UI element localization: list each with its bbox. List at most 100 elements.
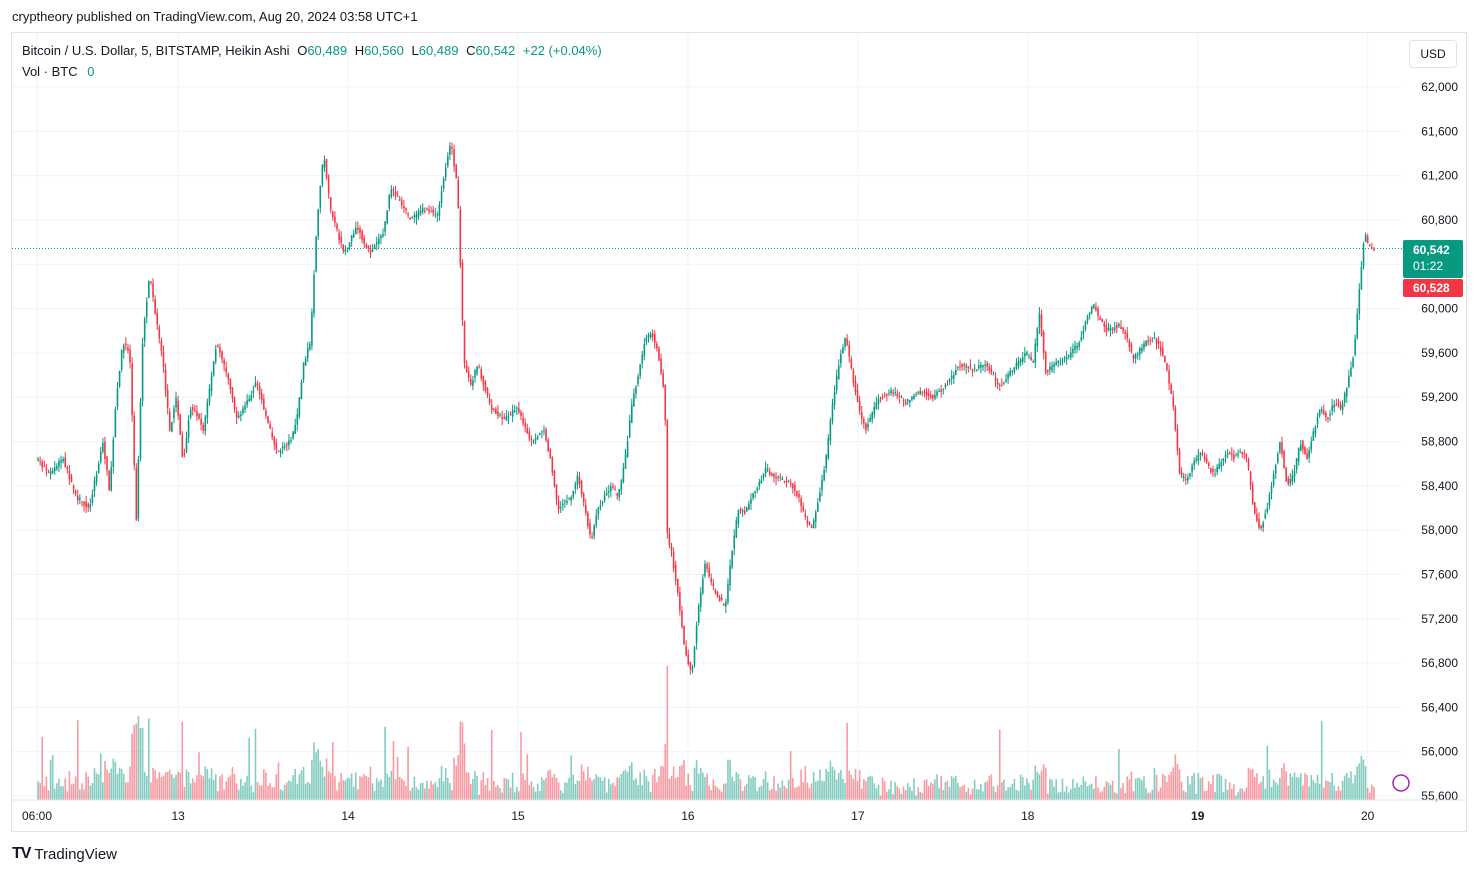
volume-bar (1368, 792, 1371, 800)
candle-body (1210, 467, 1212, 473)
candle-body (536, 436, 539, 439)
candle-body (798, 493, 800, 498)
candle-body (1153, 337, 1156, 339)
volume-bar (1155, 774, 1158, 800)
candle-body (480, 369, 483, 379)
footer-brand[interactable]: TV TradingView (12, 845, 117, 863)
volume-bar (70, 784, 73, 800)
candle-body (660, 358, 662, 374)
candle-body (484, 381, 487, 391)
candle-body (1270, 485, 1273, 494)
candle-body (233, 397, 236, 409)
candle-body (1134, 354, 1137, 359)
volume-bar (783, 785, 786, 800)
currency-button[interactable]: USD (1409, 40, 1457, 68)
volume-bar (1233, 784, 1235, 800)
volume-bar (1040, 770, 1043, 800)
volume-bar (511, 772, 514, 800)
candle-body (1113, 327, 1116, 330)
volume-bar (380, 779, 382, 800)
candle-body (145, 301, 148, 318)
candle-body (248, 398, 250, 402)
candle-body (1345, 388, 1348, 397)
volume-bar (764, 771, 767, 800)
candle-body (110, 467, 113, 491)
candle-body (509, 414, 512, 416)
volume-bar (206, 769, 209, 800)
time-axis[interactable]: 06:00 13 14 15 16 17 18 19 20 (12, 799, 1467, 823)
candle-body (219, 347, 221, 353)
candle-body (582, 493, 585, 503)
volume-bar (973, 779, 976, 800)
volume-bar (1348, 777, 1350, 800)
candle-body (637, 376, 639, 385)
candle-body (1084, 321, 1087, 330)
volume-bar (566, 782, 568, 800)
candle-body (666, 420, 669, 533)
volume-bar (369, 766, 372, 800)
candle-body (265, 410, 267, 416)
candle-body (382, 233, 384, 237)
candle-body (1203, 456, 1206, 461)
candle-body (672, 551, 675, 569)
candle-body (994, 378, 997, 381)
volume-bar (200, 774, 202, 800)
candle-body (432, 209, 434, 214)
candle-body (1099, 317, 1101, 320)
candle-body (294, 424, 296, 434)
candle-body (482, 375, 485, 385)
scroll-indicator-icon[interactable] (1392, 774, 1410, 792)
candle-body (503, 417, 506, 419)
candle-body (1212, 468, 1214, 472)
candle-body (208, 388, 211, 403)
volume-bar (1061, 778, 1064, 800)
candle-body (319, 186, 322, 208)
volume-bar (1099, 792, 1101, 800)
volume-bar (415, 786, 418, 800)
volume-bar (62, 786, 64, 800)
volume-bar (1030, 789, 1032, 800)
symbol-title[interactable]: Bitcoin / U.S. Dollar, 5, BITSTAMP, Heik… (22, 43, 290, 58)
volume-bar (825, 768, 828, 800)
candle-body (685, 646, 687, 656)
candle-body (984, 364, 986, 366)
volume-bar (156, 778, 159, 800)
volume-bar (108, 773, 110, 800)
candle-body (122, 344, 125, 353)
volume-bar (505, 778, 508, 800)
candle-body (1343, 393, 1346, 403)
candle-body (451, 147, 453, 149)
candle-body (1143, 343, 1145, 349)
candle-body (952, 375, 955, 379)
volume-bar (886, 791, 888, 800)
candle-body (1074, 345, 1076, 350)
volume-bar (1205, 790, 1208, 800)
price-axis[interactable]: 62,00061,60061,20060,80060,40060,00059,6… (1421, 80, 1458, 803)
candle-body (511, 410, 514, 417)
candle-body (1285, 467, 1287, 482)
candle-body (998, 384, 1001, 386)
candle-body (1243, 453, 1246, 455)
volume-bar (990, 774, 993, 800)
volume-bar (58, 778, 60, 800)
candle-body (426, 208, 428, 210)
candle-body (91, 494, 94, 503)
candle-body (1216, 466, 1218, 473)
volume-bar (952, 777, 955, 800)
candle-body (214, 349, 217, 362)
volume-label[interactable]: Vol · BTC (22, 64, 78, 79)
candle-body (948, 379, 951, 382)
volume-bar (125, 782, 127, 800)
volume-bar (503, 777, 506, 800)
volume-bar (810, 783, 813, 800)
candle-body (572, 490, 575, 497)
candle-body (1149, 339, 1152, 341)
volume-bar (401, 778, 403, 800)
volume-bar (325, 758, 328, 800)
volume-bar (319, 760, 322, 800)
candle-body (137, 459, 140, 519)
volume-bar (106, 769, 108, 800)
candle-body (70, 475, 73, 483)
candle-body (679, 591, 681, 611)
